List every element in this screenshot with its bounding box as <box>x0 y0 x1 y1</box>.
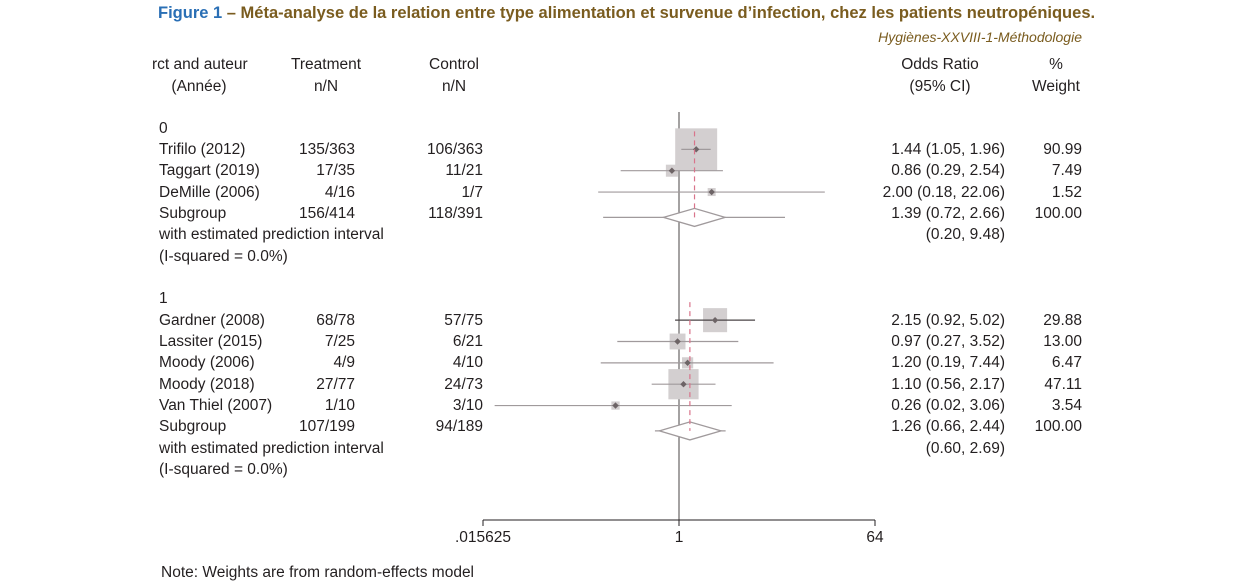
study-control: 106/363 <box>426 140 483 158</box>
subgroup-odds-ratio: 1.39 (0.72, 2.66) <box>891 204 1005 222</box>
study-name: Trifilo (2012) <box>159 140 246 158</box>
subgroup-weight: 100.00 <box>1034 204 1082 222</box>
study-treatment: 1/10 <box>324 397 355 415</box>
study-weight: 7.49 <box>1051 162 1082 180</box>
header-control-line1: Control <box>429 56 479 73</box>
study-odds-ratio: 1.20 (0.19, 7.44) <box>891 354 1005 372</box>
header-or-line2: (95% CI) <box>909 78 971 95</box>
header-treatment-line1: Treatment <box>290 56 362 73</box>
study-odds-ratio: 0.86 (0.29, 2.54) <box>891 162 1005 180</box>
study-point-estimate <box>680 381 687 388</box>
study-odds-ratio: 0.26 (0.02, 3.06) <box>891 397 1005 415</box>
study-treatment: 68/78 <box>316 311 355 329</box>
x-axis-tick-label: 1 <box>675 529 684 546</box>
study-odds-ratio: 0.97 (0.27, 3.52) <box>891 333 1005 350</box>
subgroup-odds-ratio: 1.26 (0.66, 2.44) <box>891 418 1005 436</box>
study-point-estimate <box>692 146 700 153</box>
study-treatment: 4/16 <box>324 183 355 201</box>
group-label: 0 <box>159 119 168 137</box>
prediction-interval-label: with estimated prediction interval <box>159 439 384 457</box>
study-name: Lassiter (2015) <box>159 333 263 350</box>
study-treatment: 27/77 <box>316 375 355 393</box>
study-weight: 1.52 <box>1051 183 1082 201</box>
study-weight: 13.00 <box>1043 333 1082 350</box>
x-axis-tick-label: 64 <box>866 529 884 546</box>
study-point-estimate <box>711 316 719 324</box>
study-name: Van Thiel (2007) <box>159 397 273 415</box>
heterogeneity-label: (I-squared = 0.0%) <box>159 247 288 265</box>
study-name: Gardner (2008) <box>159 311 265 329</box>
study-point-estimate <box>684 359 691 367</box>
study-weight: 90.99 <box>1043 140 1082 158</box>
study-point-estimate <box>612 402 619 409</box>
study-weight: 47.11 <box>1044 375 1082 393</box>
study-control: 6/21 <box>452 333 483 350</box>
study-weight: 29.88 <box>1043 311 1082 329</box>
subgroup-control: 118/391 <box>428 204 483 222</box>
subgroup-label: Subgroup <box>159 204 227 222</box>
prediction-interval-label: with estimated prediction interval <box>159 226 384 244</box>
study-treatment: 7/25 <box>324 333 355 350</box>
subgroup-weight: 100.00 <box>1034 418 1082 436</box>
study-weight: 6.47 <box>1051 354 1082 372</box>
subgroup-label: Subgroup <box>159 418 227 436</box>
header-study-line2: (Année) <box>171 78 227 95</box>
figure-title: Figure 1 – Méta-analyse de la relation e… <box>158 4 1095 23</box>
study-odds-ratio: 2.15 (0.92, 5.02) <box>891 311 1005 329</box>
figure-label: Figure 1 <box>158 4 223 22</box>
header-weight-line2: Weight <box>1032 78 1080 95</box>
subgroup-diamond <box>661 207 728 228</box>
study-treatment: 17/35 <box>316 162 355 180</box>
subgroup-treatment: 156/414 <box>298 204 355 222</box>
header-or-line1: Odds Ratio <box>901 56 979 73</box>
study-control: 11/21 <box>445 162 483 180</box>
study-control: 24/73 <box>444 375 483 393</box>
study-control: 57/75 <box>444 311 483 329</box>
subgroup-control: 94/189 <box>435 418 483 436</box>
study-odds-ratio: 1.44 (1.05, 1.96) <box>891 140 1005 158</box>
header-control-line2: n/N <box>441 78 467 95</box>
study-name: Taggart (2019) <box>159 162 260 180</box>
study-name: Moody (2006) <box>159 354 255 372</box>
header-weight-line1: % <box>1049 56 1063 73</box>
study-point-estimate <box>708 188 715 196</box>
figure-source: Hygiènes-XXVIII-1-Méthodologie <box>878 29 1082 45</box>
subgroup-treatment: 107/199 <box>298 418 355 436</box>
study-point-estimate <box>668 167 676 174</box>
group-label: 1 <box>159 290 168 308</box>
study-odds-ratio: 2.00 (0.18, 22.06) <box>882 183 1005 201</box>
study-weight: 3.54 <box>1051 397 1082 415</box>
x-axis-tick-label: .015625 <box>455 529 511 546</box>
prediction-interval-value: (0.60, 2.69) <box>925 439 1005 457</box>
study-name: DeMille (2006) <box>159 183 260 201</box>
study-control: 4/10 <box>452 354 483 372</box>
footnote: Note: Weights are from random-effects mo… <box>161 564 475 581</box>
study-point-estimate <box>674 338 681 345</box>
study-control: 1/7 <box>461 183 483 201</box>
study-name: Moody (2018) <box>159 375 255 393</box>
study-control: 3/10 <box>452 397 483 415</box>
study-odds-ratio: 1.10 (0.56, 2.17) <box>891 375 1005 393</box>
header-study-line1: rct and auteur <box>152 56 248 73</box>
prediction-interval-value: (0.20, 9.48) <box>925 226 1005 244</box>
study-treatment: 135/363 <box>298 140 355 158</box>
header-treatment-line2: n/N <box>313 78 339 95</box>
study-treatment: 4/9 <box>333 354 355 372</box>
heterogeneity-label: (I-squared = 0.0%) <box>159 461 288 479</box>
figure-title-text: – Méta-analyse de la relation entre type… <box>222 4 1096 22</box>
